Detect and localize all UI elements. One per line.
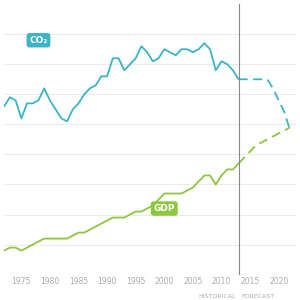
Text: GDP: GDP [154,198,175,213]
Text: CO₂: CO₂ [29,36,48,92]
Text: HISTORICAL: HISTORICAL [198,294,236,298]
Text: FORECAST: FORECAST [242,294,274,298]
